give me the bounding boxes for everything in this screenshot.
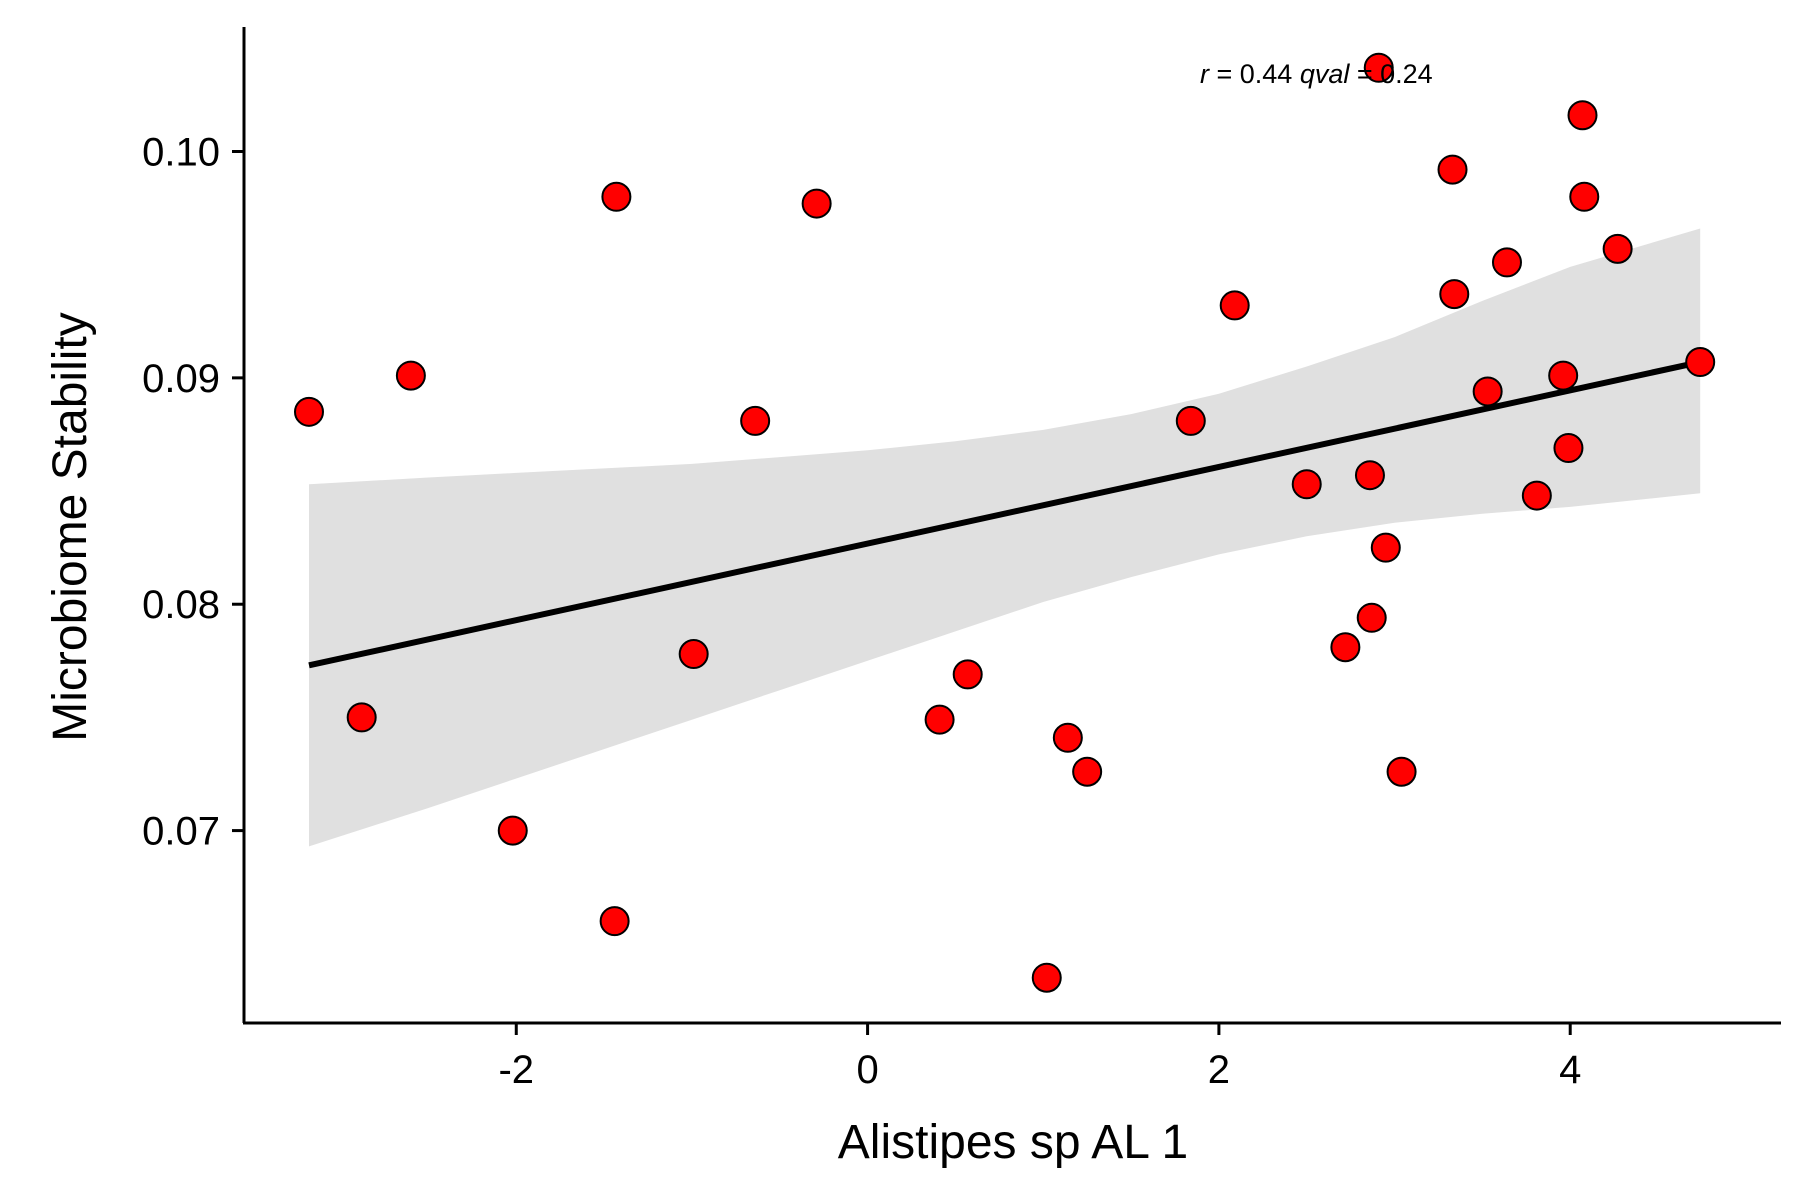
data-point bbox=[1175, 405, 1206, 436]
r-symbol: r bbox=[1200, 59, 1210, 89]
data-point bbox=[678, 639, 709, 670]
data-point bbox=[1569, 181, 1600, 212]
data-point bbox=[497, 815, 528, 846]
x-tick-label: 2 bbox=[1208, 1048, 1230, 1092]
confidence-band bbox=[309, 228, 1701, 847]
data-point bbox=[1521, 480, 1552, 511]
data-point bbox=[1437, 154, 1468, 185]
data-point bbox=[1291, 469, 1322, 500]
data-point bbox=[293, 396, 324, 427]
data-point bbox=[740, 405, 771, 436]
x-axis-title: Alistipes sp AL 1 bbox=[838, 1116, 1188, 1169]
data-point bbox=[1553, 433, 1584, 464]
data-point bbox=[1031, 962, 1062, 993]
data-point bbox=[1354, 460, 1385, 491]
q-symbol: qval bbox=[1300, 59, 1351, 89]
data-point bbox=[599, 906, 630, 937]
x-tick-label: 0 bbox=[856, 1048, 878, 1092]
x-axis-ticks: -2 0 2 4 bbox=[498, 1023, 1581, 1092]
y-tick-label: 0.09 bbox=[142, 357, 220, 401]
data-point bbox=[346, 702, 377, 733]
correlation-annotation: r = 0.44 qval = 0.24 bbox=[1200, 59, 1433, 89]
y-axis-title: Microbiome Stability bbox=[44, 312, 97, 741]
data-point bbox=[1386, 756, 1417, 787]
data-point bbox=[395, 360, 426, 391]
y-tick-label: 0.08 bbox=[142, 583, 220, 627]
data-point bbox=[1370, 532, 1401, 563]
x-tick-label: -2 bbox=[498, 1048, 534, 1092]
y-tick-label: 0.10 bbox=[142, 131, 220, 175]
data-point bbox=[1685, 347, 1716, 378]
data-point bbox=[1472, 376, 1503, 407]
y-axis-ticks: 0.07 0.08 0.09 0.10 bbox=[142, 131, 244, 854]
data-point bbox=[1052, 722, 1083, 753]
data-point bbox=[1219, 290, 1250, 321]
data-point bbox=[1548, 360, 1579, 391]
data-point bbox=[952, 659, 983, 690]
data-point bbox=[1356, 602, 1387, 633]
data-point bbox=[1363, 52, 1394, 83]
r-value: = 0.44 bbox=[1209, 59, 1300, 89]
regression-line bbox=[308, 359, 1701, 669]
data-point bbox=[1567, 100, 1598, 131]
data-point bbox=[1439, 279, 1470, 310]
data-point bbox=[1491, 247, 1522, 278]
data-point bbox=[1072, 756, 1103, 787]
data-point bbox=[801, 188, 832, 219]
data-point bbox=[1330, 632, 1361, 663]
y-tick-label: 0.07 bbox=[142, 810, 220, 854]
data-points bbox=[293, 52, 1716, 993]
x-tick-label: 4 bbox=[1559, 1048, 1581, 1092]
data-point bbox=[924, 704, 955, 735]
data-point bbox=[1602, 233, 1633, 264]
q-value: = 0.24 bbox=[1349, 59, 1432, 89]
data-point bbox=[601, 181, 632, 212]
